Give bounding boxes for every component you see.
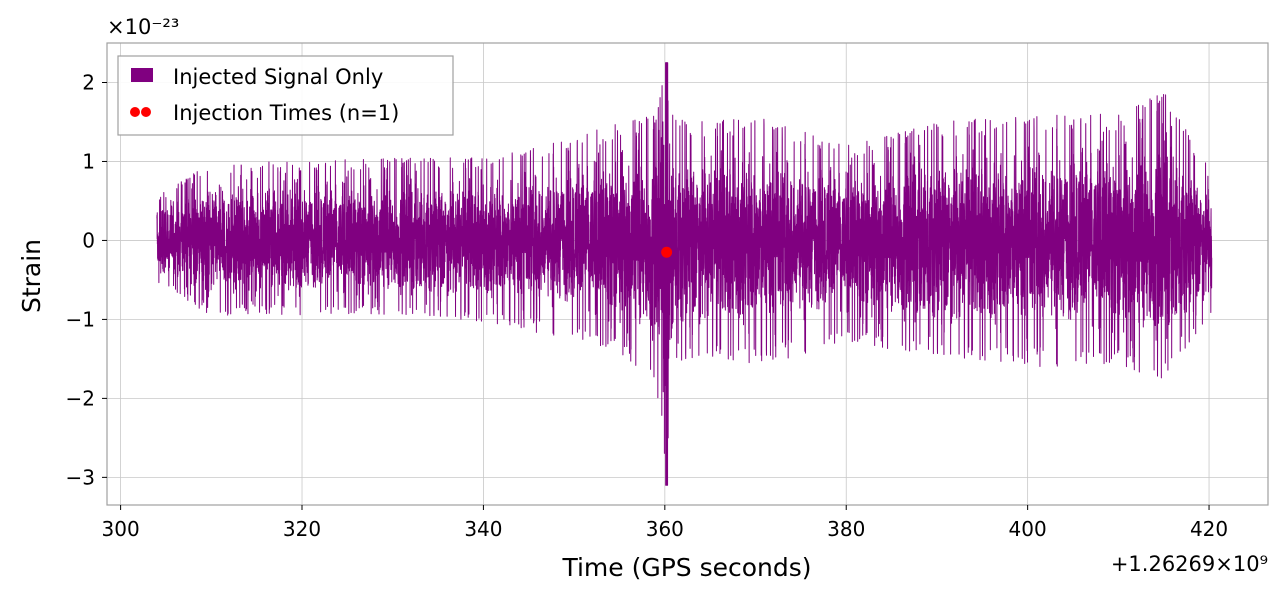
axes-frame (106, 42, 1269, 506)
legend-marker-injection-2 (141, 107, 151, 117)
y-tick-label: 1 (82, 149, 95, 173)
legend-box (117, 55, 454, 136)
y-tick-label: −2 (66, 386, 95, 410)
x-tick-label: 400 (1009, 517, 1047, 541)
y-tick-label: −1 (66, 307, 95, 331)
x-axis-label: Time (GPS seconds) (561, 553, 811, 582)
injection-markers (661, 246, 673, 258)
legend-label-signal: Injected Signal Only (173, 65, 383, 89)
injection-point (661, 246, 673, 258)
x-tick-label: 380 (827, 517, 865, 541)
y-axis-label: Strain (17, 239, 46, 313)
y-tick-label: 0 (82, 228, 95, 252)
legend-swatch-signal (131, 68, 153, 82)
signal-line (156, 62, 1213, 486)
legend-marker-injection (130, 107, 140, 117)
x-tick-label: 340 (464, 517, 502, 541)
x-tick-label: 420 (1190, 517, 1228, 541)
legend: Injected Signal Only Injection Times (n=… (117, 55, 454, 136)
legend-label-injection: Injection Times (n=1) (173, 101, 399, 125)
x-tick-label: 360 (646, 517, 684, 541)
y-axis-ticks: −3 −2 −1 0 1 2 (66, 70, 107, 489)
y-tick-label: −3 (66, 465, 95, 489)
plot-area (156, 62, 1213, 486)
x-tick-label: 320 (283, 517, 321, 541)
x-offset-label: +1.26269×10⁹ (1111, 552, 1268, 576)
y-scale-label: ×10⁻²³ (107, 15, 179, 39)
y-tick-label: 2 (82, 70, 95, 94)
x-axis-ticks: 300 320 340 360 380 400 420 (102, 505, 1228, 541)
x-tick-label: 300 (102, 517, 140, 541)
